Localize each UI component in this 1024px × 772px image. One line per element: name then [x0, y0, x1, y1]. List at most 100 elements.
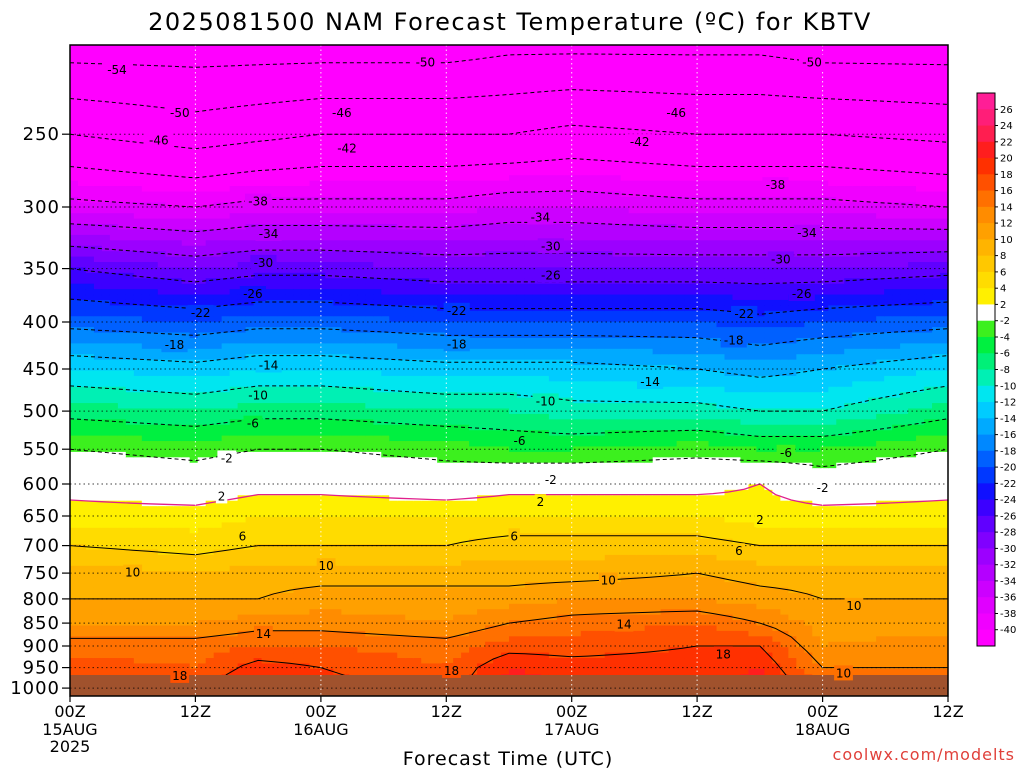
contour-label: -46 [663, 105, 689, 120]
contour-label-text: 2 [218, 489, 226, 503]
y-tick-label: 300 [23, 197, 60, 218]
color-swatch [977, 126, 995, 143]
color-legend-label: -20 [1000, 463, 1016, 474]
x-date-label: 2025 [50, 737, 91, 756]
x-date-label: 17AUG [544, 720, 599, 739]
color-legend-label: -34 [1000, 576, 1016, 587]
color-legend-label: -10 [1000, 381, 1016, 392]
contour-label-text: -2 [221, 452, 233, 466]
contour-label: -50 [412, 55, 438, 70]
color-swatch [977, 402, 995, 419]
contour-label: -14 [256, 358, 282, 373]
contour-label: 10 [123, 565, 142, 580]
color-swatch [977, 353, 995, 370]
color-legend-label: -36 [1000, 593, 1016, 604]
contour-label: -46 [146, 133, 172, 148]
x-tick-label: 00Z [556, 702, 587, 721]
color-swatch [977, 581, 995, 598]
color-swatch [977, 386, 995, 403]
contour-label: 2 [754, 512, 765, 527]
contour-label: -2 [813, 480, 832, 495]
color-legend-label: -26 [1000, 511, 1016, 522]
color-legend-label: 2 [1000, 300, 1006, 311]
x-tick-label: 00Z [54, 702, 85, 721]
color-swatch [977, 207, 995, 224]
x-tick-label: 12Z [431, 702, 462, 721]
color-swatch [977, 174, 995, 191]
contour-label: 2 [216, 488, 227, 503]
y-tick-label: 1000 [10, 678, 60, 699]
y-tick-label: 400 [23, 312, 60, 333]
y-tick-label: 500 [23, 401, 60, 422]
color-legend-label: -30 [1000, 544, 1016, 555]
contour-label: -18 [161, 337, 187, 352]
contour-label-text: -30 [771, 252, 791, 266]
contour-label-text: -50 [170, 106, 190, 120]
y-tick-label: 450 [23, 359, 60, 380]
contour-label-text: -42 [630, 135, 650, 149]
contour-label: -22 [731, 306, 757, 321]
contour-label: -14 [637, 374, 663, 389]
contour-label-text: -10 [248, 389, 268, 403]
contour-label-text: -22 [447, 304, 467, 318]
contour-label-text: -14 [640, 375, 660, 389]
color-legend-label: -24 [1000, 495, 1016, 506]
contour-label: -46 [329, 105, 355, 120]
contour-label: -18 [721, 333, 747, 348]
color-legend-label: -40 [1000, 625, 1016, 636]
color-legend-label: -16 [1000, 430, 1016, 441]
color-legend-label: -18 [1000, 446, 1016, 457]
contour-label-text: -6 [247, 417, 259, 431]
color-swatch [977, 158, 995, 175]
contour-label-text: -6 [780, 446, 792, 460]
color-swatch [977, 630, 995, 647]
contour-label-text: -18 [165, 338, 185, 352]
contour-label: -38 [245, 194, 271, 209]
color-swatch [977, 370, 995, 387]
color-swatch [977, 304, 995, 321]
contour-label: 10 [845, 598, 864, 613]
contour-label: -30 [768, 251, 794, 266]
color-legend-label: 18 [1000, 170, 1013, 181]
color-legend-label: 12 [1000, 219, 1013, 230]
color-legend-label: -38 [1000, 609, 1016, 620]
contour-label: -34 [794, 225, 820, 240]
contour-label: 14 [615, 617, 634, 632]
contour-label-text: 10 [846, 599, 861, 613]
contour-label: -42 [627, 134, 653, 149]
contour-label: -30 [538, 238, 564, 253]
color-swatch [977, 613, 995, 630]
color-legend-label: 16 [1000, 186, 1013, 197]
y-tick-label: 700 [23, 536, 60, 557]
contour-label-text: 10 [601, 574, 616, 588]
color-legend-label: 26 [1000, 105, 1013, 116]
color-legend-label: 24 [1000, 121, 1013, 132]
contour-label: -50 [167, 105, 193, 120]
y-tick-label: 650 [23, 506, 60, 527]
contour-label: 6 [733, 543, 744, 558]
contour-label-text: 6 [510, 529, 518, 543]
color-legend-label: 8 [1000, 251, 1006, 262]
color-legend-label: 6 [1000, 267, 1006, 278]
color-swatch [977, 565, 995, 582]
contour-label: -10 [245, 388, 271, 403]
contour-label-text: -34 [797, 226, 817, 240]
contour-label-text: -30 [541, 239, 561, 253]
contour-label-text: -46 [332, 106, 352, 120]
contour-label-text: -2 [817, 481, 829, 495]
contour-label-text: -2 [545, 473, 557, 487]
contour-label-text: -38 [248, 195, 268, 209]
color-legend-label: -28 [1000, 528, 1016, 539]
contour-label-text: -38 [766, 178, 786, 192]
contour-label-text: 14 [616, 618, 631, 632]
color-legend-label: -8 [1000, 365, 1010, 376]
color-swatch [977, 483, 995, 500]
contour-label: -26 [789, 286, 815, 301]
color-swatch [977, 435, 995, 452]
color-swatch [977, 142, 995, 159]
x-tick-label: 12Z [932, 702, 963, 721]
x-axis-title: Forecast Time (UTC) [403, 748, 613, 768]
x-tick-label: 00Z [807, 702, 838, 721]
